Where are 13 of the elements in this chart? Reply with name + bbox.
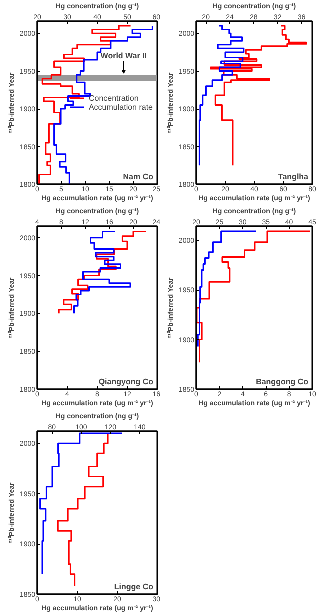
legend-label: Accumulation rate xyxy=(88,102,153,112)
text: Qiangyong Co xyxy=(98,378,154,386)
text: Tanglha xyxy=(278,172,310,182)
line-series xyxy=(198,25,245,166)
band-label: World War II xyxy=(100,51,148,60)
line-series xyxy=(54,25,154,184)
line-series xyxy=(197,230,257,348)
line-series xyxy=(40,432,124,576)
legend-label: Concentration xyxy=(88,94,139,102)
text: Lingge Co xyxy=(114,582,154,592)
text: Nam Co xyxy=(123,172,154,182)
line-series xyxy=(74,231,132,314)
text: Banggong Co xyxy=(256,378,309,386)
